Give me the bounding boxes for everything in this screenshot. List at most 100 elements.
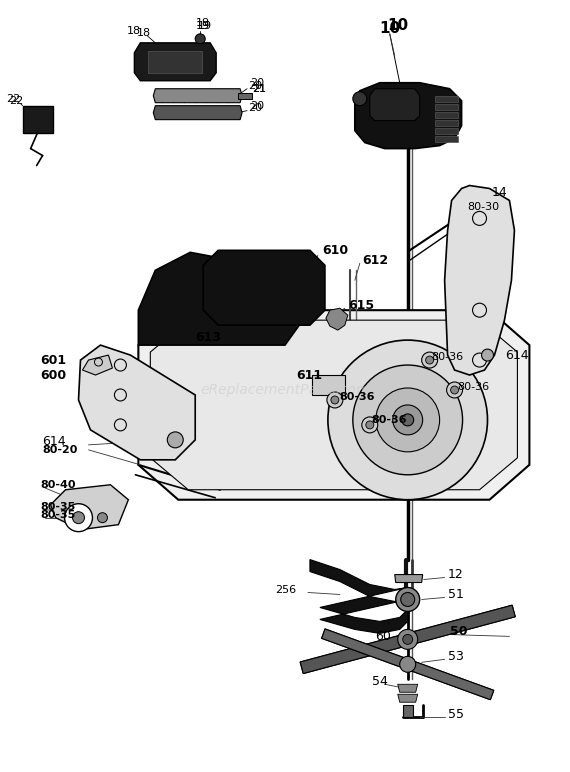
- Circle shape: [195, 34, 205, 44]
- Polygon shape: [445, 185, 515, 375]
- Text: 14: 14: [491, 186, 507, 199]
- Text: 80-40: 80-40: [40, 479, 76, 489]
- Text: 612: 612: [362, 254, 388, 267]
- Circle shape: [400, 656, 416, 672]
- Circle shape: [396, 587, 420, 611]
- Polygon shape: [398, 694, 418, 703]
- Text: 22: 22: [6, 93, 20, 103]
- Polygon shape: [83, 355, 112, 375]
- Text: 80-36: 80-36: [431, 352, 464, 362]
- Polygon shape: [312, 375, 345, 395]
- Text: 80-35: 80-35: [40, 502, 76, 512]
- Circle shape: [353, 365, 463, 475]
- Polygon shape: [148, 51, 202, 73]
- Circle shape: [402, 414, 414, 426]
- Text: 54: 54: [372, 675, 388, 688]
- Polygon shape: [403, 705, 413, 717]
- Polygon shape: [23, 106, 52, 133]
- Polygon shape: [135, 42, 216, 81]
- Text: 614: 614: [506, 349, 529, 361]
- Polygon shape: [51, 485, 128, 530]
- Circle shape: [72, 512, 84, 523]
- Polygon shape: [435, 103, 458, 110]
- Polygon shape: [238, 93, 252, 99]
- Text: 55: 55: [447, 708, 463, 721]
- Circle shape: [422, 352, 438, 368]
- Circle shape: [328, 340, 487, 499]
- Text: 80-36: 80-36: [372, 415, 408, 425]
- Text: 601: 601: [40, 354, 67, 367]
- Text: 60: 60: [375, 630, 390, 643]
- Circle shape: [64, 503, 92, 532]
- Polygon shape: [300, 605, 515, 673]
- Text: 10: 10: [379, 22, 400, 36]
- Polygon shape: [153, 106, 242, 120]
- Text: 50: 50: [450, 625, 467, 638]
- Circle shape: [353, 92, 367, 106]
- Text: 600: 600: [40, 368, 67, 381]
- Circle shape: [376, 388, 439, 452]
- Polygon shape: [395, 574, 423, 583]
- Polygon shape: [321, 629, 494, 699]
- Polygon shape: [435, 120, 458, 126]
- Circle shape: [451, 386, 459, 394]
- Circle shape: [447, 382, 463, 398]
- Polygon shape: [435, 127, 458, 134]
- Text: 256: 256: [275, 584, 296, 594]
- Text: 614: 614: [43, 435, 66, 449]
- Text: 12: 12: [447, 568, 463, 581]
- Circle shape: [97, 513, 107, 523]
- Text: 611: 611: [296, 368, 322, 381]
- Polygon shape: [355, 83, 462, 148]
- Circle shape: [362, 417, 378, 433]
- Text: 19: 19: [196, 21, 210, 31]
- Polygon shape: [310, 560, 408, 633]
- Polygon shape: [79, 345, 195, 460]
- Text: 80-35: 80-35: [40, 510, 76, 520]
- Polygon shape: [435, 112, 458, 117]
- Text: 80-36: 80-36: [340, 392, 376, 402]
- Polygon shape: [326, 308, 348, 330]
- Text: 51: 51: [447, 588, 463, 601]
- Text: 20: 20: [248, 103, 262, 113]
- Circle shape: [426, 356, 434, 364]
- Polygon shape: [370, 89, 420, 120]
- Circle shape: [482, 349, 494, 361]
- Polygon shape: [321, 629, 494, 699]
- Text: 21: 21: [252, 83, 266, 93]
- Circle shape: [403, 635, 413, 645]
- Text: 610: 610: [322, 244, 348, 257]
- Circle shape: [393, 405, 423, 435]
- Text: 80-36: 80-36: [458, 382, 490, 392]
- Circle shape: [398, 629, 418, 649]
- Text: 19: 19: [196, 18, 210, 28]
- Text: 80-30: 80-30: [467, 202, 500, 212]
- Text: 18: 18: [136, 28, 150, 38]
- Text: 22: 22: [9, 96, 23, 106]
- Polygon shape: [435, 136, 458, 141]
- Text: 10: 10: [388, 19, 409, 33]
- Text: 20: 20: [248, 81, 262, 91]
- Polygon shape: [139, 310, 530, 499]
- Circle shape: [366, 421, 374, 429]
- Polygon shape: [153, 89, 242, 103]
- Polygon shape: [435, 96, 458, 102]
- Polygon shape: [398, 684, 418, 692]
- Polygon shape: [150, 320, 518, 489]
- Circle shape: [167, 432, 183, 448]
- Circle shape: [331, 396, 339, 404]
- Text: 21: 21: [252, 83, 266, 93]
- Polygon shape: [203, 250, 325, 325]
- Polygon shape: [300, 605, 515, 673]
- Text: 615: 615: [348, 299, 374, 312]
- Text: 19: 19: [198, 21, 213, 31]
- Circle shape: [327, 392, 343, 408]
- Text: 20: 20: [250, 78, 264, 88]
- Text: 20: 20: [250, 100, 264, 110]
- Text: 613: 613: [195, 330, 221, 344]
- Polygon shape: [139, 252, 310, 345]
- Text: eReplacementParts.com: eReplacementParts.com: [200, 383, 370, 397]
- Circle shape: [401, 592, 415, 607]
- Text: 80-20: 80-20: [43, 445, 78, 455]
- Text: 18: 18: [127, 26, 141, 36]
